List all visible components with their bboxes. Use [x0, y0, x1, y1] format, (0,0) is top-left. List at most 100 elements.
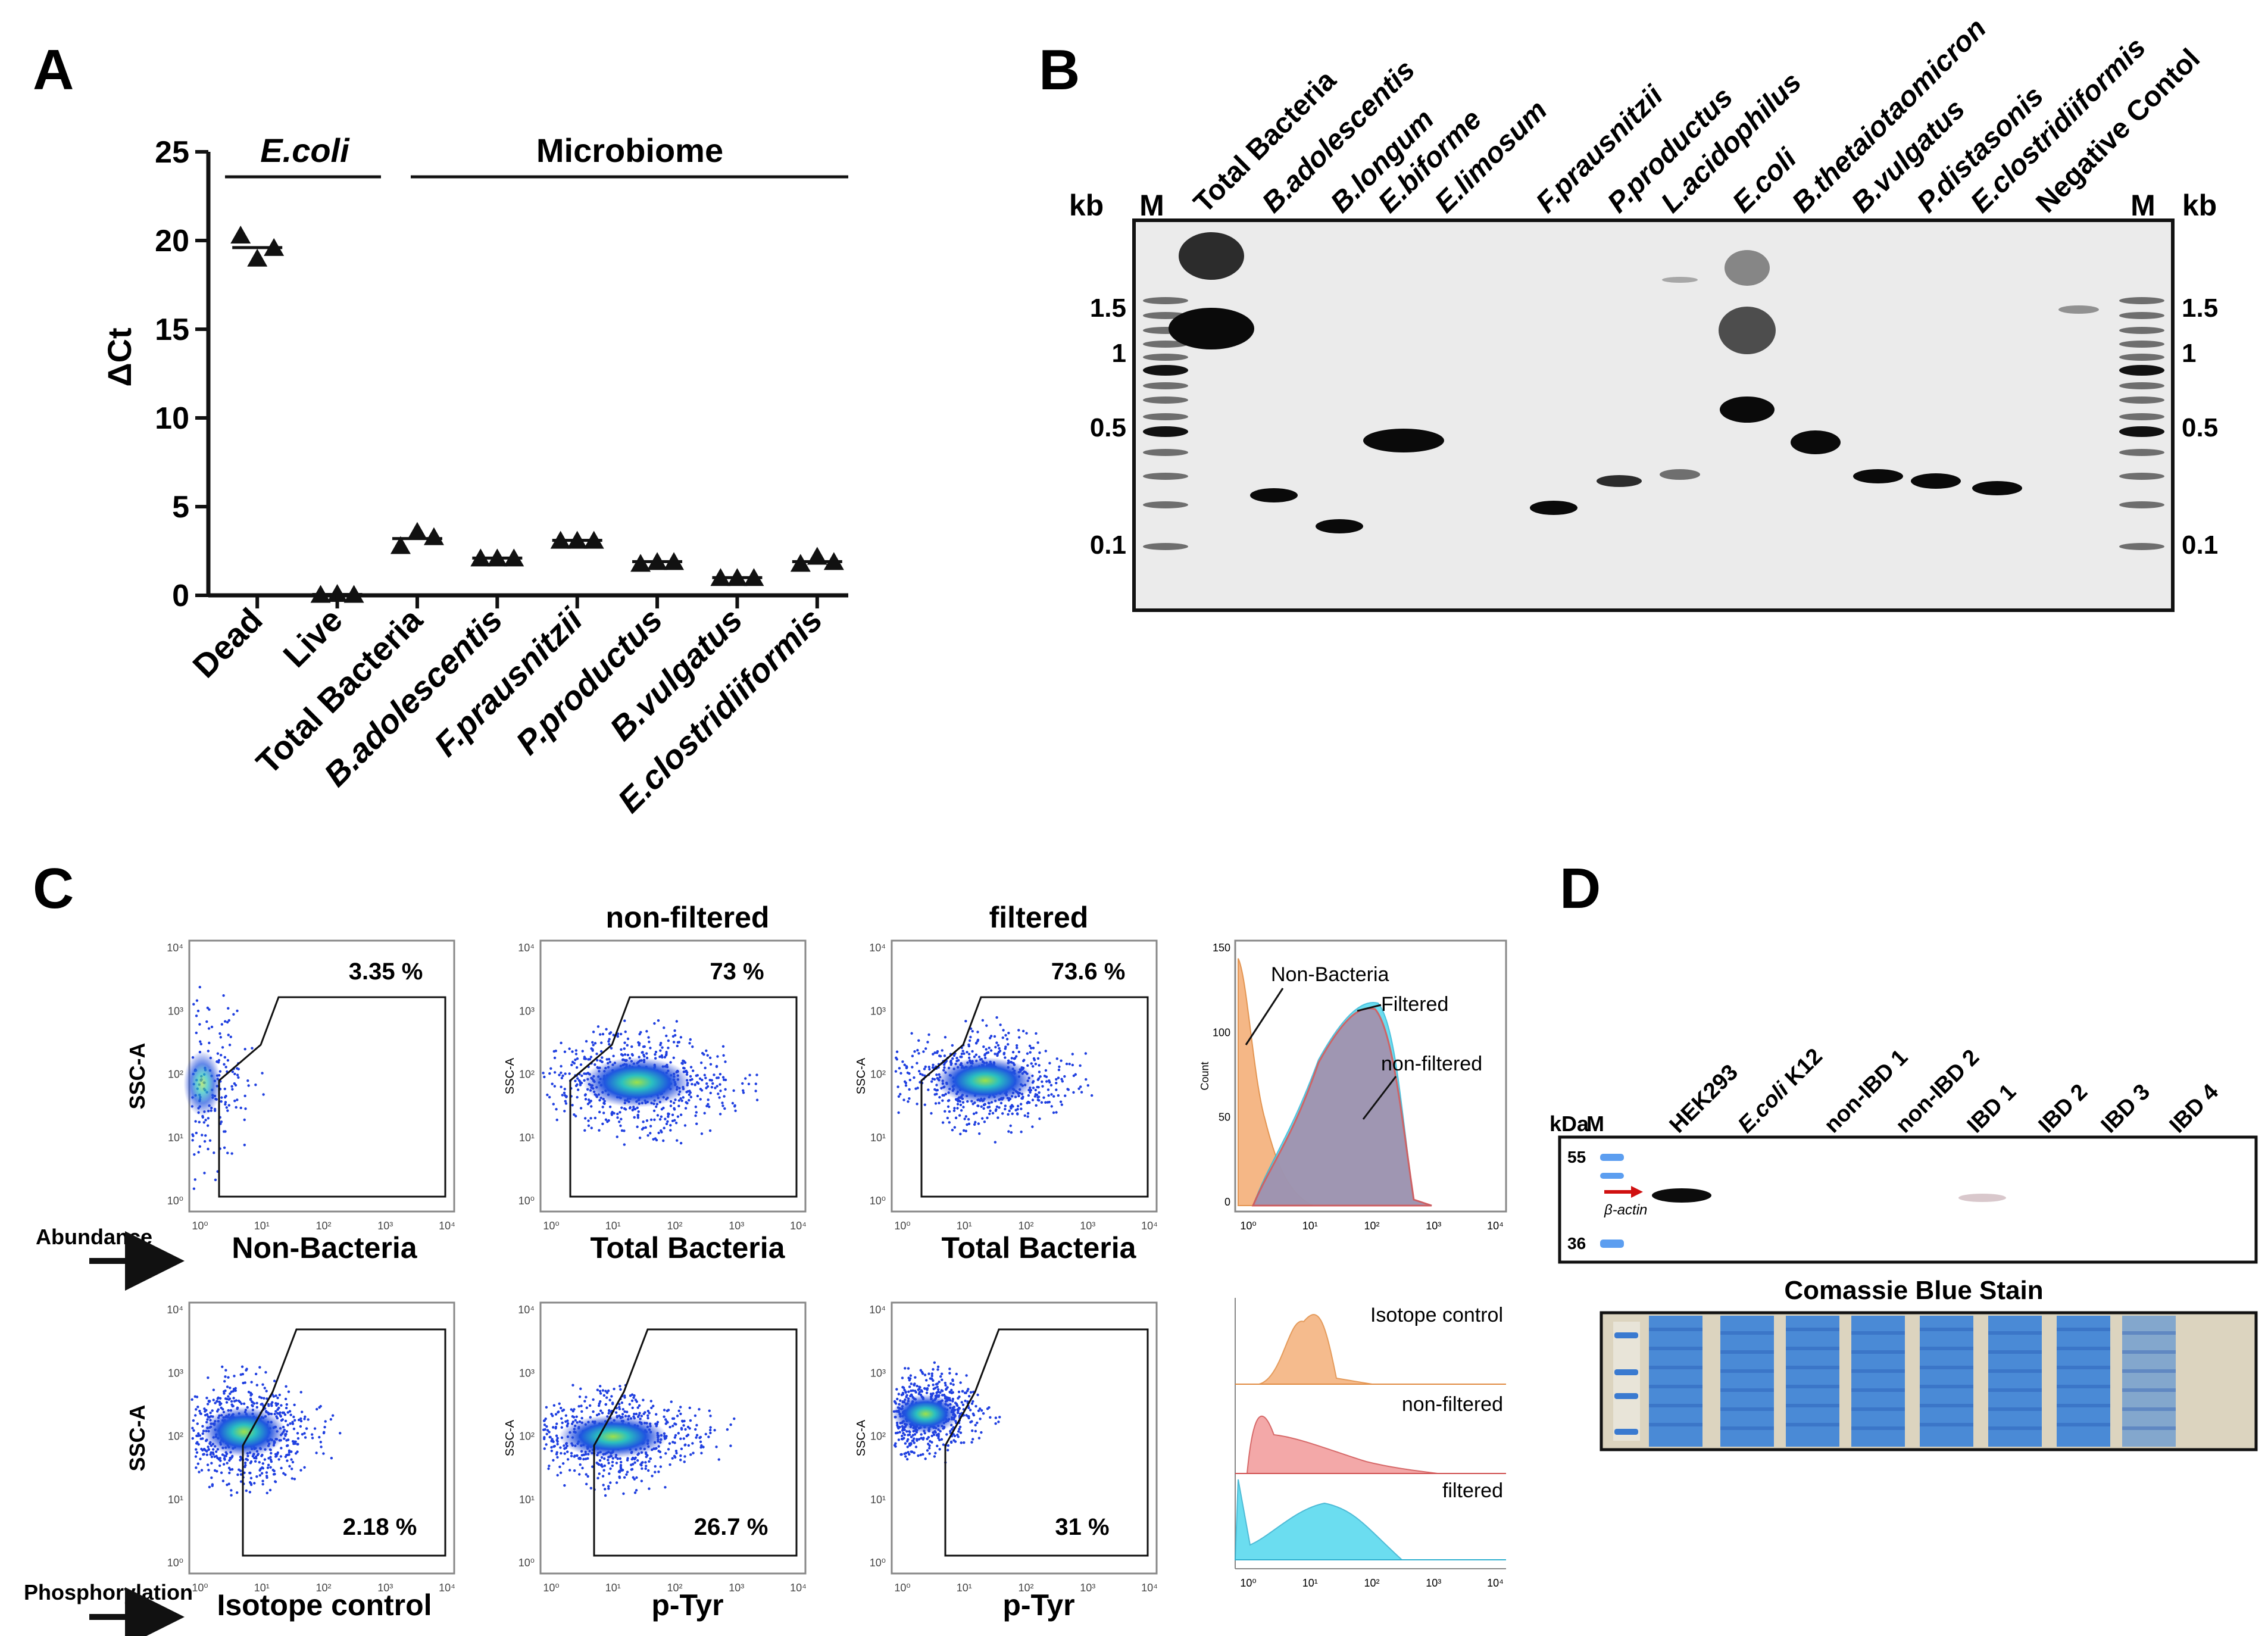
event-dot [236, 1073, 239, 1076]
event-dot [995, 1041, 998, 1044]
event-dot [598, 1402, 601, 1405]
event-dot [714, 1086, 717, 1089]
event-dot [951, 1397, 955, 1401]
actin-band-hek293 [1652, 1188, 1711, 1203]
event-dot [636, 1125, 639, 1128]
event-dot [976, 1031, 979, 1034]
event-dot [604, 1390, 607, 1393]
event-dot [649, 1047, 652, 1050]
event-dot [207, 1117, 210, 1120]
x-tick-label: 10⁴ [1141, 1220, 1158, 1232]
event-dot [599, 1400, 602, 1403]
event-dot [555, 1108, 558, 1111]
event-dot [579, 1084, 582, 1086]
event-dot [1013, 1057, 1017, 1060]
event-dot [301, 1432, 304, 1436]
hist-y-tick: 150 [1213, 942, 1230, 954]
event-dot [215, 1470, 218, 1473]
event-dot [584, 1098, 588, 1101]
event-dot [948, 1368, 951, 1370]
event-dot [936, 1382, 939, 1385]
event-dot [599, 1409, 602, 1412]
event-dot [899, 1072, 902, 1075]
event-dot [667, 1115, 670, 1118]
event-dot [923, 1103, 926, 1106]
event-dot [633, 1116, 636, 1119]
event-dot [310, 1433, 314, 1436]
event-dot [562, 1408, 566, 1412]
event-dot [639, 1463, 642, 1466]
event-dot [576, 1088, 580, 1091]
event-dot [916, 1384, 919, 1388]
event-dot [980, 1117, 984, 1120]
event-dot [1034, 1062, 1038, 1066]
coomassie-band [2122, 1350, 2176, 1354]
event-dot [676, 1041, 680, 1044]
event-dot [648, 1460, 651, 1463]
event-dot [570, 1451, 573, 1455]
event-dot [563, 1094, 567, 1097]
event-dot [898, 1431, 901, 1434]
event-dot [946, 1105, 950, 1109]
event-dot [655, 1105, 658, 1109]
event-dot [961, 1390, 964, 1393]
event-dot [964, 1391, 967, 1394]
coomassie-marker-lane [1613, 1322, 1640, 1441]
event-dot [545, 1425, 548, 1428]
event-dot [977, 1437, 981, 1440]
event-dot [689, 1091, 692, 1094]
event-dot [1048, 1079, 1051, 1082]
plot-frame [891, 1301, 1158, 1575]
event-dot [726, 1428, 729, 1431]
event-dot [291, 1460, 295, 1464]
event-dot [620, 1401, 624, 1404]
event-dot [913, 1441, 916, 1444]
event-dot [254, 1460, 257, 1463]
event-dot [602, 1112, 605, 1114]
ladder-band [2119, 382, 2164, 389]
event-dot [667, 1047, 670, 1050]
event-dot [926, 1387, 929, 1390]
event-dot [940, 1438, 944, 1441]
event-dot [289, 1413, 292, 1416]
event-dot [941, 1099, 944, 1102]
ladder-band [1143, 341, 1188, 348]
event-dot [705, 1104, 708, 1107]
event-dot [677, 1409, 680, 1413]
event-dot [602, 1469, 605, 1472]
event-dot [276, 1412, 279, 1415]
event-dot [952, 1109, 956, 1112]
event-dot [198, 1023, 201, 1026]
ladder-band [1143, 501, 1188, 508]
event-dot [1052, 1095, 1055, 1098]
event-dot [955, 1056, 958, 1060]
gate-percent: 73.6 % [1051, 959, 1126, 985]
event-dot [934, 1102, 938, 1105]
gel-band [1660, 469, 1700, 480]
event-dot [683, 1460, 686, 1463]
event-dot [695, 1122, 698, 1125]
event-dot [966, 1051, 969, 1054]
event-dot [908, 1433, 911, 1437]
coomassie-band [1920, 1347, 1973, 1350]
event-dot [633, 1394, 636, 1397]
event-dot [705, 1049, 708, 1053]
event-dot [191, 1426, 194, 1429]
event-dot [933, 1093, 936, 1096]
event-dot [904, 1367, 907, 1370]
event-dot [585, 1395, 588, 1398]
event-dot [626, 1053, 630, 1057]
event-dot [634, 1398, 638, 1401]
event-dot [620, 1048, 623, 1051]
coomassie-band [1786, 1347, 1839, 1350]
event-dot [579, 1082, 582, 1085]
event-dot [210, 1462, 213, 1465]
event-dot [214, 1178, 217, 1182]
x-tick-label: 10³ [377, 1582, 393, 1594]
event-dot [943, 1063, 946, 1066]
event-dot [717, 1076, 720, 1079]
event-dot [1038, 1051, 1041, 1054]
event-dot [304, 1436, 307, 1439]
event-dot [593, 1063, 596, 1066]
event-dot [665, 1051, 668, 1054]
